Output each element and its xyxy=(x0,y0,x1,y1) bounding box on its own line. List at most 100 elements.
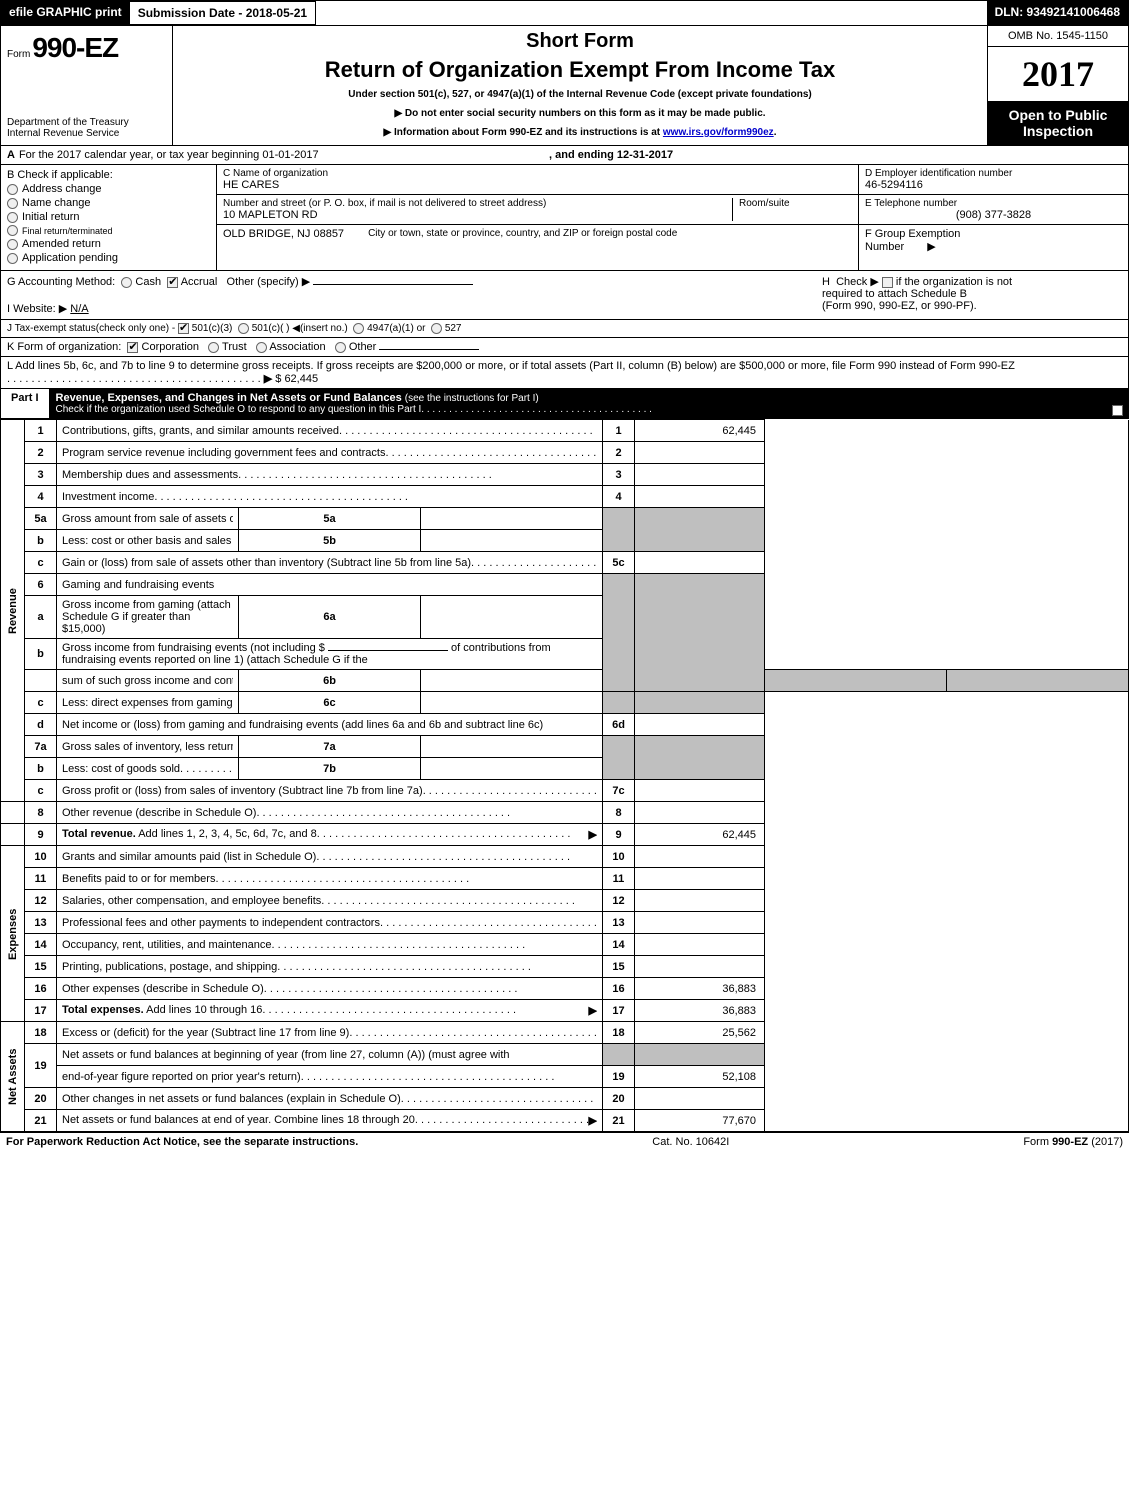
col-num: 14 xyxy=(603,934,635,956)
radio-icon xyxy=(7,212,18,223)
org-name: HE CARES xyxy=(223,179,852,191)
label-b: B xyxy=(7,169,14,181)
radio-icon[interactable] xyxy=(238,323,249,334)
label-k: K Form of organization: xyxy=(7,341,121,353)
website-value: N/A xyxy=(70,303,88,315)
line-desc: Other revenue (describe in Schedule O) xyxy=(62,807,256,819)
line-desc: Net income or (loss) from gaming and fun… xyxy=(62,719,543,731)
line-desc: Gain or (loss) from sale of assets other… xyxy=(62,557,471,569)
label-l: L xyxy=(7,360,13,372)
room-suite-label: Room/suite xyxy=(739,198,852,209)
city-row: OLD BRIDGE, NJ 08857 City or town, state… xyxy=(217,225,858,243)
vtab-spacer xyxy=(1,802,25,824)
chk-label: Initial return xyxy=(22,211,79,223)
chk-address-change[interactable]: Address change xyxy=(7,183,210,195)
col-num: 19 xyxy=(603,1066,635,1088)
line-desc: Less: direct expenses from gaming and fu… xyxy=(62,697,233,709)
radio-icon xyxy=(7,239,18,250)
col-val: 36,883 xyxy=(635,978,765,1000)
line-num: b xyxy=(25,530,57,552)
topbar-spacer xyxy=(316,1,986,25)
irs-link[interactable]: www.irs.gov/form990ez xyxy=(663,127,774,138)
chk-amended-return[interactable]: Amended return xyxy=(7,238,210,250)
checkbox-icon[interactable] xyxy=(1112,405,1123,416)
table-row: Net Assets 18 Excess or (deficit) for th… xyxy=(1,1022,1129,1044)
col-val xyxy=(635,1088,765,1110)
line-desc: Gross sales of inventory, less returns a… xyxy=(62,741,233,753)
line-desc: Program service revenue including govern… xyxy=(62,447,385,459)
line-desc-bold: Total expenses. xyxy=(62,1004,144,1016)
sub-label: 6b xyxy=(239,670,421,692)
sub-val xyxy=(421,692,603,714)
vtab-netassets: Net Assets xyxy=(1,1022,25,1132)
h-text2: if the organization is xyxy=(896,276,994,288)
col-val xyxy=(635,714,765,736)
grey-cell xyxy=(635,736,765,780)
checkbox-icon[interactable] xyxy=(178,323,189,334)
line-num: 18 xyxy=(25,1022,57,1044)
line-num: 16 xyxy=(25,978,57,1000)
footer-right: Form 990-EZ (2017) xyxy=(1023,1136,1123,1148)
line-desc-1: Gross income from fundraising events (no… xyxy=(62,642,325,654)
section-a-ending: , and ending 12-31-2017 xyxy=(549,149,673,161)
table-row: b Less: cost of goods sold 7b xyxy=(1,758,1129,780)
section-e: E Telephone number (908) 377-3828 xyxy=(859,195,1128,225)
treasury-dept: Department of the Treasury xyxy=(7,117,166,128)
checkbox-icon[interactable] xyxy=(882,277,893,288)
form-header: Form 990-EZ Department of the Treasury I… xyxy=(0,26,1129,146)
part-i-check-line: Check if the organization used Schedule … xyxy=(56,404,422,415)
radio-icon[interactable] xyxy=(121,277,132,288)
col-num: 8 xyxy=(603,802,635,824)
col-val xyxy=(635,780,765,802)
radio-icon[interactable] xyxy=(353,323,364,334)
line-num: 21 xyxy=(25,1110,57,1132)
line-num: 11 xyxy=(25,868,57,890)
line-desc: Net assets or fund balances at beginning… xyxy=(62,1049,510,1061)
grey-cell xyxy=(947,670,1129,692)
arrow-icon: ▶ xyxy=(927,241,935,253)
section-k: K Form of organization: Corporation Trus… xyxy=(0,338,1129,357)
acct-cash: Cash xyxy=(135,276,161,288)
chk-name-change[interactable]: Name change xyxy=(7,197,210,209)
radio-icon[interactable] xyxy=(335,342,346,353)
street-row: Number and street (or P. O. box, if mail… xyxy=(217,195,858,225)
line-desc: Occupancy, rent, utilities, and maintena… xyxy=(62,939,272,951)
radio-icon[interactable] xyxy=(208,342,219,353)
header-left: Form 990-EZ Department of the Treasury I… xyxy=(1,26,173,145)
col-num: 15 xyxy=(603,956,635,978)
otp-line1: Open to Public xyxy=(992,107,1124,123)
col-num: 4 xyxy=(603,486,635,508)
j-o2: 501(c)( ) ◀(insert no.) xyxy=(252,323,348,334)
line-desc: Gaming and fundraising events xyxy=(62,579,214,591)
line-num: 14 xyxy=(25,934,57,956)
line-desc: Gross income from gaming (attach Schedul… xyxy=(62,599,231,635)
col-num: 12 xyxy=(603,890,635,912)
line-num: 3 xyxy=(25,464,57,486)
checkbox-icon[interactable] xyxy=(167,277,178,288)
chk-initial-return[interactable]: Initial return xyxy=(7,211,210,223)
block-bcdef: B Check if applicable: Address change Na… xyxy=(0,165,1129,271)
table-row: 13 Professional fees and other payments … xyxy=(1,912,1129,934)
label-h: H xyxy=(822,276,830,288)
open-to-public: Open to Public Inspection xyxy=(988,101,1128,145)
label-a: A xyxy=(7,149,15,161)
col-num: 5c xyxy=(603,552,635,574)
col-val xyxy=(635,802,765,824)
radio-icon[interactable] xyxy=(431,323,442,334)
omb-number: OMB No. 1545-1150 xyxy=(988,26,1128,47)
col-num: 9 xyxy=(603,824,635,846)
tax-year: 2017 xyxy=(988,47,1128,101)
form-number-block: Form 990-EZ xyxy=(7,32,166,64)
radio-icon[interactable] xyxy=(256,342,267,353)
line-num: 10 xyxy=(25,846,57,868)
title-return: Return of Organization Exempt From Incom… xyxy=(177,57,983,83)
table-row: 5a Gross amount from sale of assets othe… xyxy=(1,508,1129,530)
chk-final-return[interactable]: Final return/terminated xyxy=(7,225,210,236)
label-g: G Accounting Method: xyxy=(7,276,115,288)
chk-application-pending[interactable]: Application pending xyxy=(7,252,210,264)
checkbox-icon[interactable] xyxy=(127,342,138,353)
section-j: J Tax-exempt status(check only one) - 50… xyxy=(0,320,1129,338)
col-num: 11 xyxy=(603,868,635,890)
section-c: C Name of organization HE CARES Number a… xyxy=(217,165,858,270)
phone-value: (908) 377-3828 xyxy=(865,209,1122,221)
